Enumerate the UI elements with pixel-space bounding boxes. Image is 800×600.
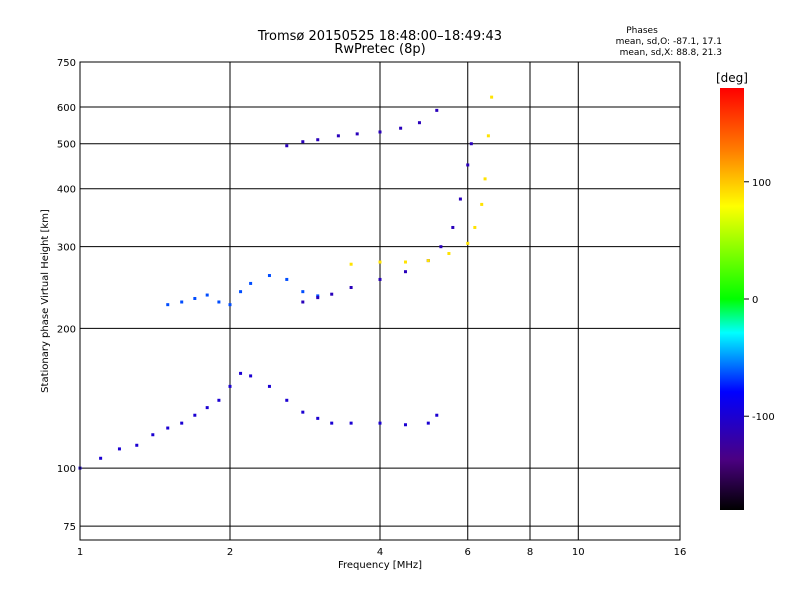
x-tick-label: 8 bbox=[527, 547, 533, 558]
y-tick-label: 75 bbox=[63, 522, 76, 533]
data-point bbox=[355, 132, 359, 136]
y-axis-label: Stationary phase Virtual Height [km] bbox=[40, 209, 51, 393]
y-axis-ticks: 75 100 200 300 400 500 600 750 bbox=[57, 58, 76, 533]
data-point bbox=[205, 406, 209, 410]
data-points bbox=[78, 95, 494, 470]
data-point bbox=[193, 296, 197, 300]
x-axis-label: Frequency [MHz] bbox=[338, 560, 422, 571]
data-point bbox=[378, 277, 382, 281]
data-point bbox=[439, 245, 443, 249]
colorbar-label: [deg] bbox=[716, 71, 748, 85]
data-point bbox=[99, 456, 103, 460]
data-point bbox=[451, 225, 455, 229]
data-point bbox=[378, 260, 382, 264]
data-point bbox=[228, 384, 232, 388]
data-point bbox=[330, 292, 334, 296]
data-point bbox=[349, 262, 353, 266]
chart-subtitle: RwPretec (8p) bbox=[334, 42, 425, 57]
colorbar-tick-label: -100 bbox=[752, 412, 775, 423]
data-point bbox=[228, 303, 232, 307]
data-point bbox=[349, 421, 353, 425]
data-point bbox=[217, 398, 221, 402]
x-tick-label: 10 bbox=[572, 547, 585, 558]
y-tick-label: 400 bbox=[57, 185, 76, 196]
data-point bbox=[447, 252, 451, 256]
chart-title: Tromsø 20150525 18:48:00–18:49:43 bbox=[257, 29, 502, 44]
data-point bbox=[166, 303, 170, 307]
colorbar-tick-label: 100 bbox=[752, 178, 771, 189]
data-point bbox=[301, 300, 305, 304]
data-point bbox=[316, 294, 320, 298]
data-point bbox=[426, 421, 430, 425]
data-point bbox=[426, 259, 430, 263]
data-point bbox=[403, 423, 407, 427]
phase-stats-x: mean, sd,X: 88.8, 21.3 bbox=[620, 48, 722, 58]
y-tick-label: 200 bbox=[57, 324, 76, 335]
data-point bbox=[458, 197, 462, 201]
data-point bbox=[301, 410, 305, 414]
data-point bbox=[180, 300, 184, 304]
data-point bbox=[435, 413, 439, 417]
data-point bbox=[417, 121, 421, 125]
data-point bbox=[480, 202, 484, 206]
data-point bbox=[466, 163, 470, 167]
grid-lines bbox=[80, 62, 680, 540]
data-point bbox=[166, 426, 170, 430]
y-tick-label: 300 bbox=[57, 243, 76, 254]
colorbar-tick-label: 0 bbox=[752, 295, 758, 306]
plot-frame bbox=[79, 61, 681, 541]
data-point bbox=[301, 140, 305, 144]
data-point bbox=[193, 413, 197, 417]
data-point bbox=[239, 371, 243, 375]
data-point bbox=[399, 126, 403, 130]
x-tick-label: 16 bbox=[674, 547, 687, 558]
data-point bbox=[403, 260, 407, 264]
data-point bbox=[469, 142, 473, 146]
data-point bbox=[285, 144, 289, 148]
data-point bbox=[378, 421, 382, 425]
data-point bbox=[336, 134, 340, 138]
data-point bbox=[316, 138, 320, 142]
data-point bbox=[316, 296, 320, 300]
x-tick-label: 2 bbox=[227, 547, 233, 558]
data-point bbox=[473, 225, 477, 229]
data-point bbox=[151, 433, 155, 437]
x-tick-label: 1 bbox=[77, 547, 83, 558]
data-point bbox=[490, 95, 494, 99]
y-tick-label: 500 bbox=[57, 140, 76, 151]
data-point bbox=[135, 443, 139, 447]
data-point bbox=[180, 421, 184, 425]
data-point bbox=[267, 384, 271, 388]
data-point bbox=[301, 290, 305, 294]
data-point bbox=[349, 286, 353, 290]
phase-stats-title: Phases bbox=[626, 26, 658, 36]
data-point bbox=[249, 374, 253, 378]
data-point bbox=[249, 281, 253, 285]
data-point bbox=[403, 270, 407, 274]
data-point bbox=[435, 108, 439, 112]
y-tick-label: 750 bbox=[57, 58, 76, 69]
data-point bbox=[267, 274, 271, 278]
data-point bbox=[486, 134, 490, 138]
data-point bbox=[285, 277, 289, 281]
colorbar-ticks: 100 0 -100 bbox=[744, 178, 775, 423]
x-tick-label: 4 bbox=[377, 547, 383, 558]
y-tick-label: 100 bbox=[57, 464, 76, 475]
data-point bbox=[316, 416, 320, 420]
data-point bbox=[483, 177, 487, 181]
data-point bbox=[466, 241, 470, 245]
data-point bbox=[239, 290, 243, 294]
data-point bbox=[117, 447, 121, 451]
data-point bbox=[205, 293, 209, 297]
x-axis-ticks: 1 2 4 6 8 10 16 bbox=[77, 547, 687, 558]
x-tick-label: 6 bbox=[465, 547, 471, 558]
phase-stats-o: mean, sd,O: -87.1, 17.1 bbox=[616, 37, 722, 47]
data-point bbox=[217, 300, 221, 304]
data-point bbox=[330, 421, 334, 425]
data-point bbox=[378, 130, 382, 134]
colorbar bbox=[720, 88, 744, 510]
y-tick-label: 600 bbox=[57, 103, 76, 114]
data-point bbox=[285, 398, 289, 402]
